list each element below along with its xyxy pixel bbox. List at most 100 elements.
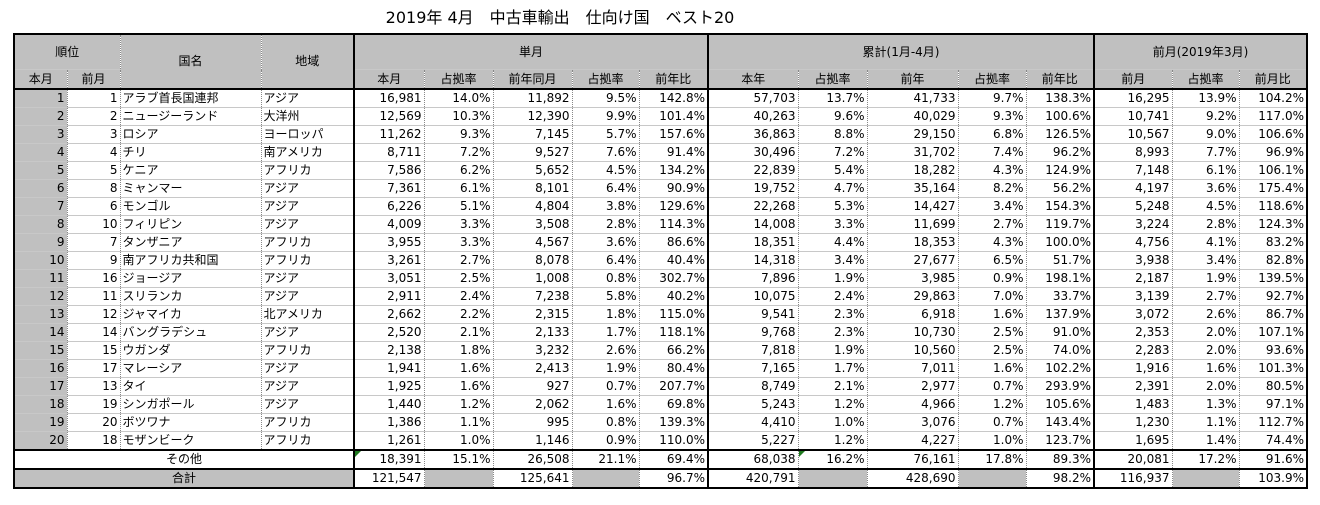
header-rank-this: 本月: [13, 69, 68, 90]
cell-monthly-ly: 1,146: [492, 431, 573, 451]
cell-region: アジア: [260, 323, 355, 342]
cell-monthly-this: 1,386: [353, 413, 425, 432]
cell-monthly-this: 3,261: [353, 251, 425, 270]
cell-cum-ly: 41,733: [866, 88, 959, 108]
cell-prev-rank: 6: [66, 197, 121, 216]
cell-monthly-yoy: 96.7%: [638, 468, 709, 489]
cell-prev: 5,248: [1093, 197, 1173, 216]
cell-prev-share: 1.9%: [1171, 269, 1240, 288]
cell-monthly-share: 15.1%: [423, 449, 494, 470]
cell-monthly-ly: 2,062: [492, 395, 573, 414]
header-country: 国名: [119, 33, 262, 90]
cell-cum-this: 19,752: [707, 179, 799, 198]
cell-prev-share: 2.7%: [1171, 287, 1240, 306]
cell-cum-ly: 31,702: [866, 143, 959, 162]
cell-monthly-share: 2.1%: [423, 323, 494, 342]
cell-monthly-ly: 5,652: [492, 161, 573, 180]
cell-prev-share: 4.5%: [1171, 197, 1240, 216]
cell-mom: 106.1%: [1238, 161, 1308, 180]
cell-monthly-yoy: 90.9%: [638, 179, 709, 198]
header-prev-month: 前月(2019年3月): [1093, 33, 1308, 70]
cell-mom: 117.0%: [1238, 107, 1308, 126]
cell-prev-rank: 1: [66, 88, 121, 108]
cell-monthly-ly: 125,641: [492, 468, 573, 489]
cell-monthly-yoy: 134.2%: [638, 161, 709, 180]
cell-monthly-share: 2.7%: [423, 251, 494, 270]
cell-monthly-share: 1.1%: [423, 413, 494, 432]
cell-prev-rank: 4: [66, 143, 121, 162]
cell-monthly-this: 7,586: [353, 161, 425, 180]
cell-cum-this: 5,243: [707, 395, 799, 414]
report-title: 2019年 4月 中古車輸出 仕向け国 ベスト20: [385, 8, 735, 27]
cell-monthly-yoy: 110.0%: [638, 431, 709, 451]
table-row: 4 4 チリ 南アメリカ 8,711 7.2% 9,527 7.6% 91.4% 30,496 7.…: [13, 143, 1308, 162]
cell-cum-share: 2.1%: [797, 377, 868, 396]
table-row: 14 14 バングラデシュ アジア 2,520 2.1% 2,133 1.7% 118.1% 9,…: [13, 323, 1308, 342]
cell-monthly-ly: 2,413: [492, 359, 573, 378]
cell-cum-this: 9,541: [707, 305, 799, 324]
cell-prev-share: 4.1%: [1171, 233, 1240, 252]
cell-cum-this: 10,075: [707, 287, 799, 306]
table-row: 12 11 スリランカ アジア 2,911 2.4% 7,238 5.8% 40.2% 10,07…: [13, 287, 1308, 306]
cell-monthly-ly-share: 5.8%: [571, 287, 640, 306]
cell-monthly-share: 7.2%: [423, 143, 494, 162]
cell-monthly-share: 1.6%: [423, 377, 494, 396]
cell-monthly-yoy: 302.7%: [638, 269, 709, 288]
cell-prev-share: 1.4%: [1171, 431, 1240, 451]
cell-prev: 1,230: [1093, 413, 1173, 432]
cell-region: アフリカ: [260, 233, 355, 252]
cell-prev-share: 2.0%: [1171, 377, 1240, 396]
cell-cum-yoy: 154.3%: [1025, 197, 1095, 216]
cell-cum-this: 7,818: [707, 341, 799, 360]
cell-mom: 124.3%: [1238, 215, 1308, 234]
cell-mom: 101.3%: [1238, 359, 1308, 378]
cell-cum-this: 8,749: [707, 377, 799, 396]
cell-cum-this: 22,839: [707, 161, 799, 180]
table-body: 1 1 アラブ首長国連邦 アジア 16,981 14.0% 11,892 9.5% 142.8%…: [13, 88, 1308, 451]
cell-mom: 106.6%: [1238, 125, 1308, 144]
cell-cum-yoy: 74.0%: [1025, 341, 1095, 360]
cell-prev-rank: 14: [66, 323, 121, 342]
cell-monthly-ly: 7,238: [492, 287, 573, 306]
cell-cum-ly: 18,353: [866, 233, 959, 252]
cell-cum-this: 7,896: [707, 269, 799, 288]
cell-cum-share: 3.3%: [797, 215, 868, 234]
cell-mom: 104.2%: [1238, 88, 1308, 108]
cell-cum-ly: 18,282: [866, 161, 959, 180]
cell-monthly-share: 1.2%: [423, 395, 494, 414]
cell-cum-ly-share: 9.7%: [957, 88, 1027, 108]
cell-prev: 16,295: [1093, 88, 1173, 108]
cell-monthly-yoy: 142.8%: [638, 88, 709, 108]
cell-rank: 3: [13, 125, 68, 144]
cell-monthly-share: 2.2%: [423, 305, 494, 324]
cell-rank: 6: [13, 179, 68, 198]
cell-cum-share: 2.4%: [797, 287, 868, 306]
cell-country: モンゴル: [119, 197, 262, 216]
header-rank-prev: 前月: [66, 69, 121, 90]
cell-cum-share: 3.4%: [797, 251, 868, 270]
cell-cum-this: 7,165: [707, 359, 799, 378]
cell-rank: 15: [13, 341, 68, 360]
cell-monthly-this: 12,569: [353, 107, 425, 126]
cell-prev-share: 2.0%: [1171, 323, 1240, 342]
cell-monthly-ly-share: 1.6%: [571, 395, 640, 414]
cell-prev-share: 17.2%: [1171, 449, 1240, 470]
cell-rank: 17: [13, 377, 68, 396]
cell-country: タイ: [119, 377, 262, 396]
header-m-ly-share: 占拠率: [571, 69, 640, 90]
cell-prev: 1,916: [1093, 359, 1173, 378]
cell-prev-share: 1.6%: [1171, 359, 1240, 378]
cell-monthly-ly: 11,892: [492, 88, 573, 108]
cell-cum-ly-share: 2.7%: [957, 215, 1027, 234]
cell-monthly-yoy: 69.4%: [638, 449, 709, 470]
cell-cum-ly-share: 4.3%: [957, 161, 1027, 180]
cell-country: マレーシア: [119, 359, 262, 378]
cell-cum-share: 4.4%: [797, 233, 868, 252]
cell-cum-ly: 10,730: [866, 323, 959, 342]
table-row: 13 12 ジャマイカ 北アメリカ 2,662 2.2% 2,315 1.8% 115.0% 9,…: [13, 305, 1308, 324]
cell-monthly-ly: 12,390: [492, 107, 573, 126]
cell-cum-share: 1.2%: [797, 395, 868, 414]
cell-rank: 10: [13, 251, 68, 270]
cell-cum-this: 68,038: [707, 449, 799, 470]
cell-prev: 1,695: [1093, 431, 1173, 451]
